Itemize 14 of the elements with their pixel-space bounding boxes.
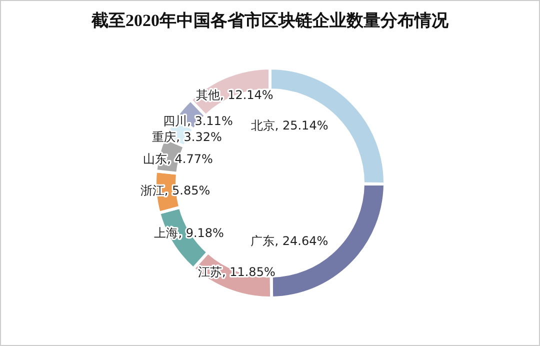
data-label: , 25.14% bbox=[274, 118, 328, 132]
data-label: , 12.14% bbox=[220, 88, 274, 102]
slice-label: 四川 bbox=[163, 114, 188, 128]
data-label: , 4.77% bbox=[167, 152, 213, 166]
chart-title: 截至2020年中国各省市区块链企业数量分布情况 bbox=[90, 11, 450, 30]
data-label: , 3.32% bbox=[176, 130, 222, 144]
data-label: , 11.85% bbox=[222, 264, 276, 279]
data-label: , 24.64% bbox=[274, 234, 328, 248]
slice-label: 江苏 bbox=[198, 264, 222, 279]
data-label: , 3.11% bbox=[187, 114, 233, 128]
slice-label: 其他 bbox=[196, 88, 220, 102]
slice-label: 重庆 bbox=[152, 130, 176, 144]
slice-label: 广东 bbox=[250, 234, 275, 248]
slice-label: 北京 bbox=[250, 118, 275, 132]
